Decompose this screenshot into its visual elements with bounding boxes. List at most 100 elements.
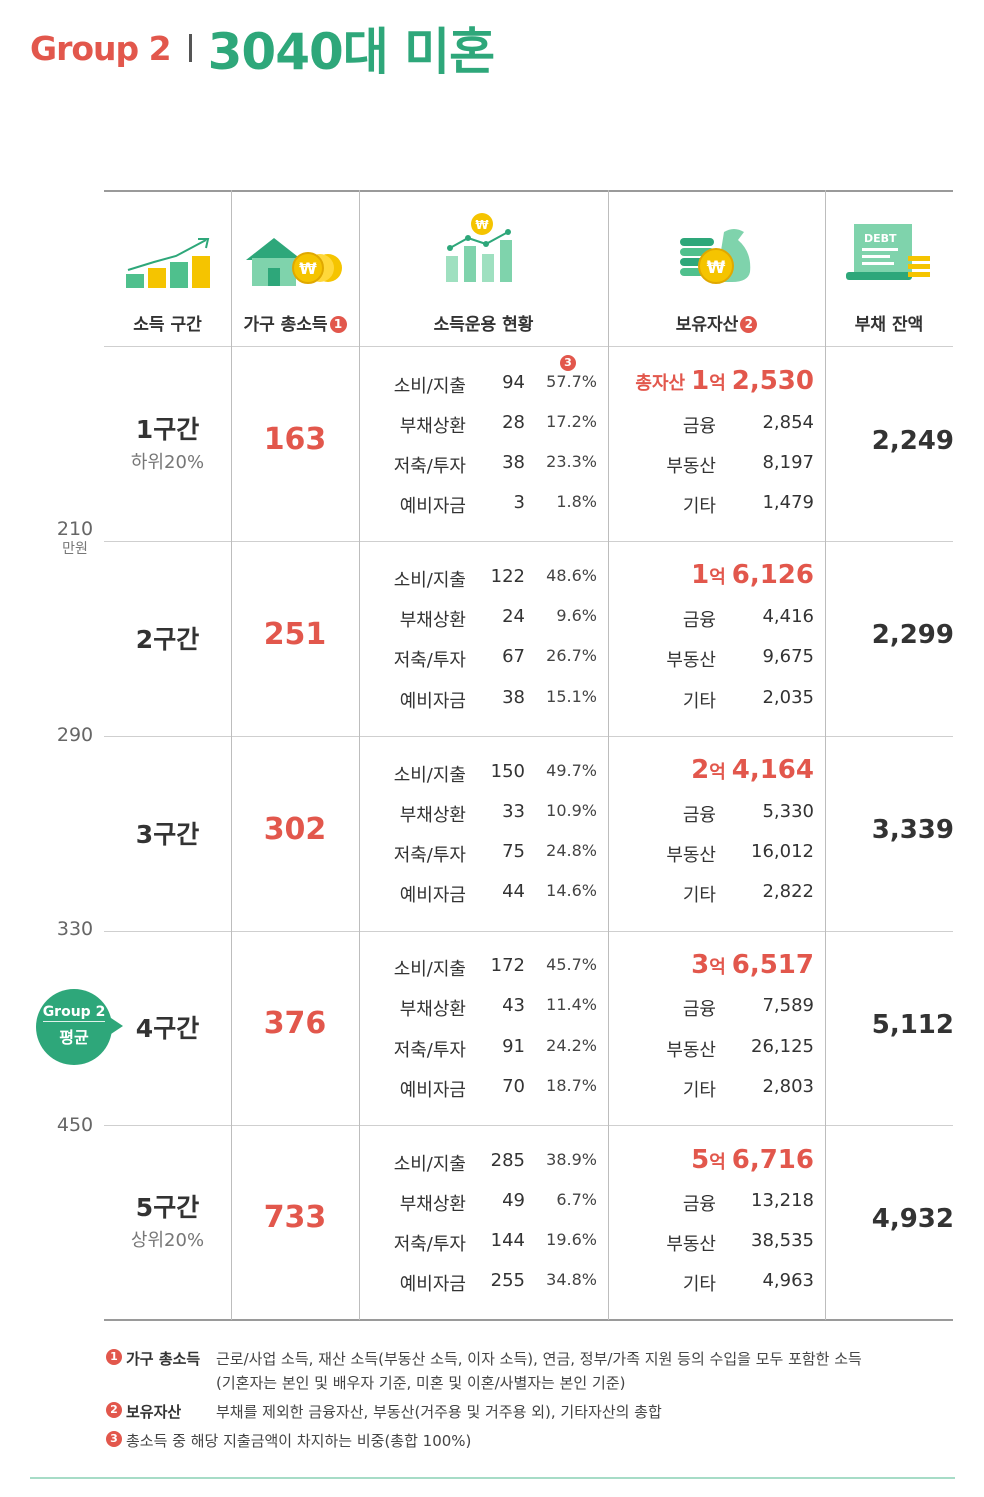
asset-label: 기타: [682, 691, 716, 712]
use-item-repay: 부채상환 24 9.6%: [370, 606, 606, 631]
row-label: 5구간 상위20%: [104, 1188, 231, 1252]
badge-group: Group 2: [42, 1004, 106, 1022]
bracket-sub: 하위20%: [130, 452, 205, 473]
column-divider: [825, 190, 826, 1320]
use-value: 67: [502, 646, 525, 667]
use-value: 172: [490, 955, 525, 976]
use-item-spend: 소비/지출 122 48.6%: [370, 566, 606, 591]
bracket-name: 2구간: [135, 625, 200, 654]
column-header-assets: 보유자산 2: [608, 310, 825, 335]
asset-item-other: 기타 1,479: [610, 492, 814, 517]
debt-value: 2,249: [871, 426, 954, 456]
asset-value: 4,963: [762, 1270, 814, 1291]
money-bag-coins-icon: ₩: [680, 229, 751, 284]
use-value: 33: [502, 801, 525, 822]
asset-label: 부동산: [666, 845, 716, 866]
badge-pointer: [111, 1018, 123, 1034]
asset-label: 부동산: [666, 1234, 716, 1255]
asset-label: 금융: [682, 1194, 716, 1215]
growth-chart-icon: [126, 238, 210, 288]
footnote-marker-3: 3: [560, 355, 576, 371]
use-item-repay: 부채상환 33 10.9%: [370, 801, 606, 826]
debt-value: 5,112: [871, 1010, 954, 1040]
use-label: 저축/투자: [393, 456, 466, 477]
footnote-term: 보유자산: [126, 1403, 182, 1421]
use-share: 17.2%: [546, 412, 597, 431]
use-item-save: 저축/투자 144 19.6%: [370, 1230, 606, 1255]
total-assets: 총자산 1억 2,530: [610, 366, 814, 396]
debt-document-icon: DEBT: [846, 224, 930, 280]
use-item-save: 저축/투자 75 24.8%: [370, 841, 606, 866]
use-item-repay: 부채상환 43 11.4%: [370, 995, 606, 1020]
use-item-repay: 부채상환 49 6.7%: [370, 1190, 606, 1215]
use-value: 43: [502, 995, 525, 1016]
column-header-debt: 부채 잔액: [825, 310, 953, 335]
asset-value: 38,535: [751, 1230, 814, 1251]
boundary-label: 450: [50, 1114, 100, 1136]
asset-value: 9,675: [762, 646, 814, 667]
eok-unit: 억: [709, 957, 726, 978]
asset-value: 5,330: [762, 801, 814, 822]
use-item-save: 저축/투자 67 26.7%: [370, 646, 606, 671]
total-assets: 2억 4,164: [610, 755, 814, 785]
asset-value: 8,197: [762, 452, 814, 473]
footnote-text: (기혼자는 본인 및 배우자 기준, 미혼 및 이혼/사별자는 본인 기준): [216, 1374, 626, 1392]
row-label: 3구간: [104, 815, 231, 851]
use-share: 57.7%: [546, 372, 597, 391]
use-value: 38: [502, 452, 525, 473]
boundary-label: 210 만원: [50, 518, 100, 558]
asset-item-realestate: 부동산 38,535: [610, 1230, 814, 1255]
row-divider: [104, 931, 953, 932]
header-divider: [188, 34, 192, 62]
use-item-reserve: 예비자금 38 15.1%: [370, 687, 606, 712]
bracket-sub: 상위20%: [130, 1230, 205, 1251]
debt-label: DEBT: [864, 232, 897, 245]
use-item-reserve: 예비자금 70 18.7%: [370, 1076, 606, 1101]
asset-label: 금융: [682, 416, 716, 437]
debt-value: 2,299: [871, 620, 954, 650]
footnote-marker-1: 1: [329, 316, 347, 333]
group-label: Group 2: [30, 28, 172, 68]
use-label: 예비자금: [399, 496, 466, 517]
group-average-badge: Group 2 평균: [36, 989, 112, 1065]
income-flow-icon: ₩: [446, 213, 512, 282]
use-share: 24.2%: [546, 1036, 597, 1055]
use-label: 소비/지출: [393, 765, 466, 786]
use-share: 11.4%: [546, 995, 597, 1014]
use-label: 소비/지출: [393, 570, 466, 591]
use-item-repay: 부채상환 28 17.2%: [370, 412, 606, 437]
use-share: 34.8%: [546, 1270, 597, 1289]
use-label: 소비/지출: [393, 959, 466, 980]
use-item-spend: 소비/지출 285 38.9%: [370, 1150, 606, 1175]
footnote-number: 3: [106, 1431, 122, 1447]
asset-label: 부동산: [666, 456, 716, 477]
use-item-reserve: 예비자금 44 14.6%: [370, 881, 606, 906]
use-label: 예비자금: [399, 1080, 466, 1101]
use-value: 75: [502, 841, 525, 862]
use-share: 24.8%: [546, 841, 597, 860]
use-item-save: 저축/투자 38 23.3%: [370, 452, 606, 477]
use-share: 26.7%: [546, 646, 597, 665]
bracket-name: 1구간: [135, 415, 200, 444]
assets-remainder: 4,164: [731, 755, 814, 785]
assets-remainder: 6,126: [731, 560, 814, 590]
asset-label: 금융: [682, 610, 716, 631]
assets-remainder: 6,716: [731, 1145, 814, 1175]
use-share: 48.6%: [546, 566, 597, 585]
footnote-number: 1: [106, 1349, 122, 1365]
bracket-name: 5구간: [135, 1193, 200, 1222]
asset-value: 16,012: [751, 841, 814, 862]
asset-label: 기타: [682, 885, 716, 906]
use-value: 122: [490, 566, 525, 587]
use-value: 24: [502, 606, 525, 627]
use-label: 예비자금: [399, 691, 466, 712]
column-header-label: 보유자산: [675, 315, 739, 335]
use-label: 저축/투자: [393, 845, 466, 866]
boundary-value: 210: [56, 518, 94, 540]
asset-label: 부동산: [666, 1040, 716, 1061]
footnote-1: 1 가구 총소득 근로/사업 소득, 재산 소득(부동산 소득, 이자 소득),…: [106, 1347, 862, 1395]
use-value: 94: [502, 372, 525, 393]
asset-item-finance: 금융 7,589: [610, 995, 814, 1020]
household-income-value: 163: [263, 422, 327, 457]
page-title: 3040대 미혼: [207, 23, 496, 81]
